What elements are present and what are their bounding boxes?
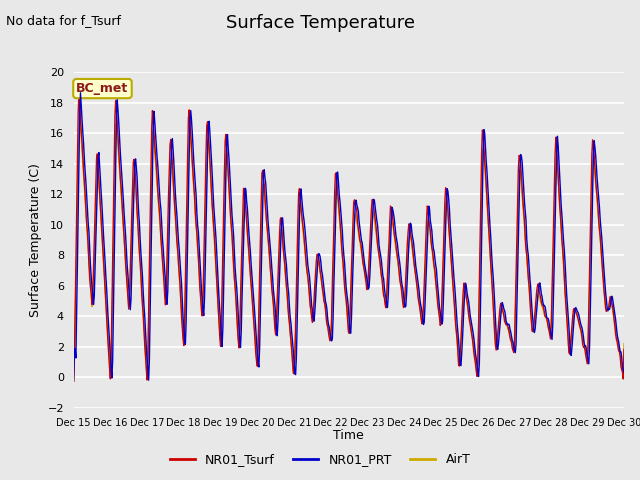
Legend: NR01_Tsurf, NR01_PRT, AirT: NR01_Tsurf, NR01_PRT, AirT xyxy=(164,448,476,471)
Text: BC_met: BC_met xyxy=(76,82,129,95)
Text: No data for f_Tsurf: No data for f_Tsurf xyxy=(6,14,122,27)
Y-axis label: Surface Temperature (C): Surface Temperature (C) xyxy=(29,163,42,317)
X-axis label: Time: Time xyxy=(333,429,364,442)
Text: Surface Temperature: Surface Temperature xyxy=(225,14,415,33)
